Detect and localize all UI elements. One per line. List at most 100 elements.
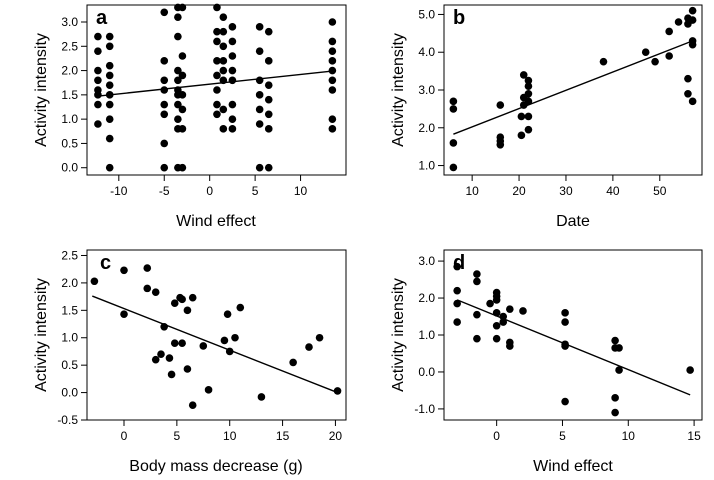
data-point bbox=[688, 97, 697, 106]
data-point bbox=[473, 310, 481, 319]
data-point bbox=[178, 339, 186, 348]
data-point bbox=[213, 27, 221, 36]
data-point bbox=[204, 386, 213, 394]
data-point bbox=[105, 32, 114, 41]
data-point bbox=[223, 310, 232, 318]
y-tick-label: 1.0 bbox=[418, 328, 435, 342]
data-point bbox=[599, 57, 608, 66]
data-point bbox=[219, 57, 228, 65]
data-point bbox=[228, 52, 237, 60]
data-point bbox=[160, 139, 169, 148]
data-point bbox=[506, 305, 514, 313]
data-point bbox=[492, 334, 501, 343]
data-point bbox=[264, 81, 273, 89]
data-point bbox=[524, 82, 533, 91]
data-point bbox=[328, 57, 337, 65]
y-tick-label: 0.0 bbox=[61, 161, 78, 175]
y-tick-label: 1.0 bbox=[418, 159, 435, 173]
data-point bbox=[328, 86, 337, 94]
panel-b: b 10 20 30 40 50 1.0 2.0 3.0 4.0 5.0 Date Activit… bbox=[390, 4, 703, 230]
data-point bbox=[170, 299, 179, 307]
data-point bbox=[328, 115, 337, 123]
data-point bbox=[213, 57, 221, 65]
data-point bbox=[255, 91, 264, 99]
data-point bbox=[160, 322, 168, 331]
data-point bbox=[453, 318, 461, 326]
data-point bbox=[496, 140, 505, 149]
data-point bbox=[167, 370, 176, 379]
data-point bbox=[174, 76, 182, 85]
data-point bbox=[611, 408, 619, 417]
data-point bbox=[160, 76, 169, 85]
data-point bbox=[151, 288, 160, 297]
data-point bbox=[688, 16, 697, 24]
data-point bbox=[105, 134, 114, 143]
data-point bbox=[473, 334, 481, 343]
data-point bbox=[178, 295, 186, 304]
panel-c: c 0 5 10 15 20 -0.5 0.0 0.5 1.0 1.5 2.0 2.5 Body ma… bbox=[33, 248, 347, 475]
y-tick-label: 0.0 bbox=[61, 386, 78, 400]
y-tick-label: -1.0 bbox=[414, 402, 435, 416]
data-point bbox=[174, 100, 182, 109]
data-point bbox=[688, 40, 697, 49]
data-point bbox=[517, 112, 526, 121]
data-point bbox=[257, 393, 266, 401]
data-point bbox=[453, 262, 461, 271]
data-point bbox=[473, 270, 481, 278]
data-point bbox=[615, 366, 623, 374]
data-point bbox=[328, 37, 337, 46]
data-point bbox=[178, 3, 187, 12]
data-point bbox=[289, 358, 297, 367]
data-point bbox=[264, 163, 273, 172]
data-point bbox=[611, 394, 619, 402]
x-tick-label: 10 bbox=[622, 429, 636, 443]
y-tick-label: 0.5 bbox=[61, 358, 78, 372]
data-point bbox=[264, 110, 273, 119]
data-point bbox=[225, 347, 234, 356]
x-tick-label: 5 bbox=[174, 429, 181, 443]
y-tick-label: 0.0 bbox=[418, 365, 435, 379]
data-point bbox=[143, 264, 152, 272]
data-point bbox=[228, 76, 237, 85]
data-point bbox=[94, 91, 102, 99]
data-point bbox=[231, 333, 239, 342]
data-point bbox=[615, 344, 623, 352]
data-point bbox=[328, 76, 337, 85]
data-point bbox=[264, 95, 273, 104]
x-tick-label: 15 bbox=[276, 429, 290, 443]
x-tick-label: 5 bbox=[559, 429, 566, 443]
data-point bbox=[105, 81, 114, 89]
x-tick-label: 30 bbox=[559, 184, 573, 198]
regression-line bbox=[92, 295, 338, 394]
data-point bbox=[449, 163, 458, 172]
data-point bbox=[188, 401, 197, 409]
data-point bbox=[228, 125, 237, 133]
data-point bbox=[160, 86, 169, 94]
data-point bbox=[178, 52, 187, 60]
data-point bbox=[524, 112, 533, 121]
data-point bbox=[519, 307, 527, 315]
data-point bbox=[188, 293, 197, 302]
x-tick-label: 10 bbox=[223, 429, 237, 443]
data-point bbox=[160, 163, 169, 172]
x-axis-label: Wind effect bbox=[533, 458, 613, 475]
data-point bbox=[105, 61, 114, 70]
data-point bbox=[105, 163, 114, 172]
y-tick-label: -0.5 bbox=[57, 413, 78, 427]
data-point bbox=[228, 115, 237, 123]
y-tick-label: 2.0 bbox=[418, 291, 435, 305]
data-point bbox=[561, 342, 569, 350]
y-axis-label: Activity intensity bbox=[390, 33, 407, 147]
data-point bbox=[264, 125, 273, 133]
data-point bbox=[686, 366, 694, 374]
data-point bbox=[255, 76, 264, 85]
data-point bbox=[228, 66, 237, 75]
data-point bbox=[305, 343, 313, 351]
data-point bbox=[674, 18, 683, 26]
data-point bbox=[688, 6, 697, 15]
x-tick-label: 0 bbox=[493, 429, 500, 443]
y-tick-label: 4.0 bbox=[418, 45, 435, 59]
data-point bbox=[157, 350, 165, 358]
data-point bbox=[213, 71, 221, 80]
data-point bbox=[174, 13, 182, 21]
